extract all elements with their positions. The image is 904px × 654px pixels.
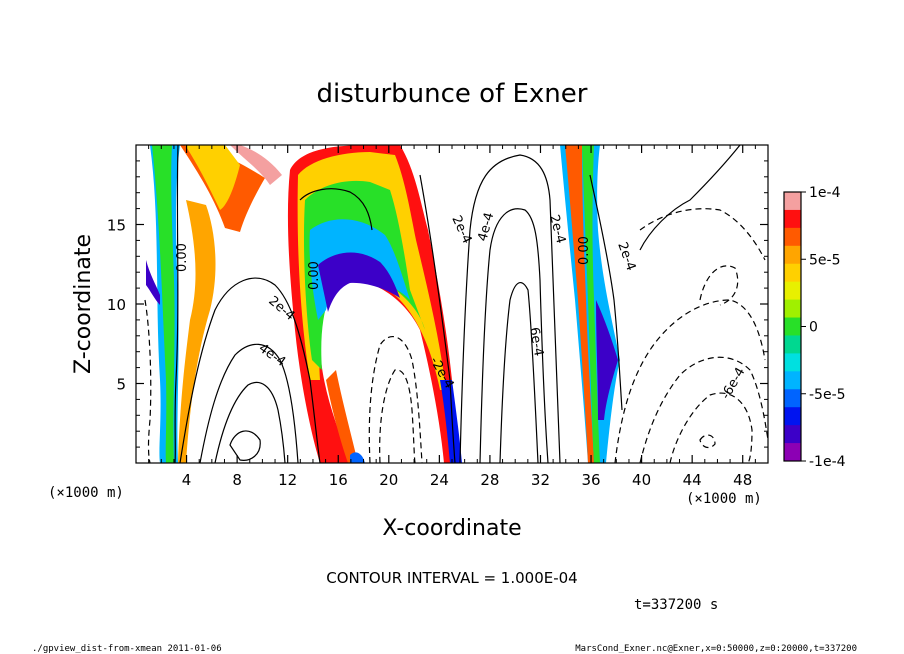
y-tick-label: 15 (107, 217, 126, 235)
footer-left: ./gpview_dist-from-xmean 2011-01-06 (32, 644, 222, 654)
colorbar-segment (784, 245, 801, 265)
contour-interval-text: CONTOUR INTERVAL = 1.000E-04 (326, 569, 577, 587)
colorbar-segment (784, 335, 801, 354)
colorbar-segment (784, 425, 801, 444)
contour-lines (174, 145, 741, 463)
contour-label: 6e-4 (526, 326, 546, 357)
x-tick-label: 16 (329, 471, 348, 489)
contour-label: 0.00 (307, 261, 322, 290)
y-tick-label: 5 (116, 376, 126, 394)
colorbar-segment (784, 407, 801, 426)
colorbar-label: -5e-5 (809, 387, 846, 403)
colorbar-segment (784, 299, 801, 319)
x-tick-label: 4 (182, 471, 192, 489)
colorbar-segment (784, 353, 801, 372)
colorbar-segment (784, 227, 801, 247)
x-tick-label: 24 (430, 471, 449, 489)
x-tick-label: 28 (480, 471, 499, 489)
colorbar-label: 5e-5 (809, 252, 840, 268)
y-axis: 5 10 15 (107, 160, 768, 448)
x-tick-label: 44 (683, 471, 702, 489)
contour-lines-dashed (144, 208, 768, 463)
colored-region-center (287, 145, 462, 463)
colored-region-left (146, 145, 282, 463)
colorbar-segment (784, 263, 801, 283)
x-axis: 4 8 12 16 20 24 28 32 36 40 44 48 (148, 145, 756, 489)
contour-label: 4e-4 (475, 211, 497, 243)
y-axis-label: Z-coordinate (71, 234, 96, 374)
contour-label: 0.00 (175, 243, 190, 272)
x-tick-label: 36 (581, 471, 600, 489)
x-units-right: (×1000 m) (686, 491, 762, 507)
x-axis-label: X-coordinate (382, 516, 521, 541)
x-tick-label: 40 (632, 471, 651, 489)
x-tick-label: 32 (531, 471, 550, 489)
colorbar-segment (784, 281, 801, 301)
time-text: t=337200 s (634, 597, 718, 613)
footer-right: MarsCond_Exner.nc@Exner,x=0:50000,z=0:20… (575, 644, 857, 654)
colored-region-right (560, 145, 620, 463)
y-tick-label: 10 (107, 296, 126, 314)
plot-area: 0.00 0.00 0.00 2e-4 4e-4 2e-4 4e-4 6e-4 … (136, 145, 768, 463)
colorbar-label: 0 (809, 320, 818, 336)
colorbar-label: 1e-4 (809, 185, 841, 201)
colorbar-segment (784, 209, 801, 229)
contour-label: 2e-4 (546, 213, 568, 245)
chart-title: disturbunce of Exner (317, 79, 588, 109)
colorbar: 1e-4 5e-5 0 -5e-5 -1e-4 (783, 185, 846, 470)
colorbar-segment (784, 389, 801, 408)
x-tick-label: 48 (733, 471, 752, 489)
x-tick-label: 12 (278, 471, 297, 489)
colorbar-segment (784, 317, 801, 336)
x-units-left: (×1000 m) (48, 485, 124, 501)
colorbar-label: -1e-4 (809, 454, 846, 470)
colorbar-segment (784, 443, 801, 462)
x-tick-label: 20 (379, 471, 398, 489)
x-tick-label: 8 (232, 471, 242, 489)
colorbar-segment (784, 371, 801, 390)
contour-label: 0.00 (577, 236, 592, 265)
colorbar-segment (784, 192, 801, 211)
